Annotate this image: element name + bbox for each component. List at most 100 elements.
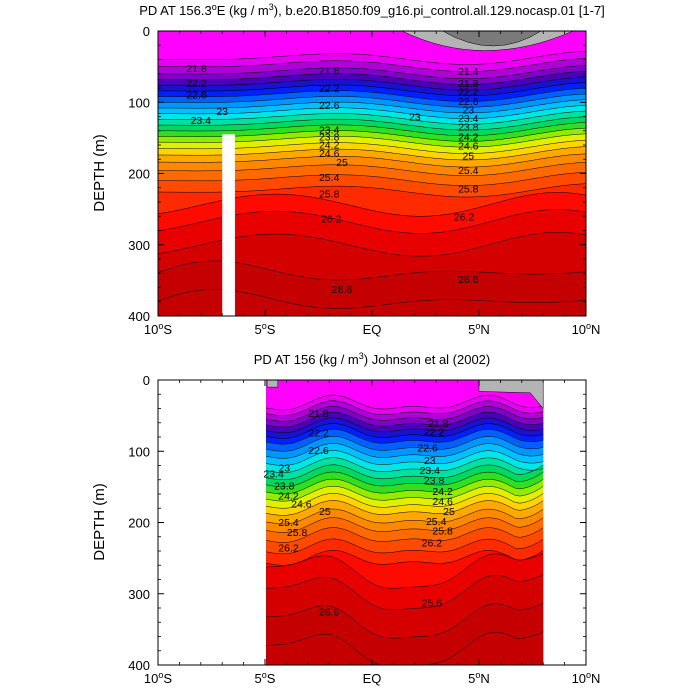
contour-label: 25 <box>319 506 331 518</box>
contour-line <box>158 82 586 97</box>
y-tick-label: 0 <box>143 24 150 39</box>
x-tick-label: 5oN <box>468 321 490 337</box>
contour-label: 22.6 <box>417 443 438 455</box>
panel-1-contour-labels: 21.8 21.8 21.422.2 22.2 21.822.622.622.223 23… <box>186 63 478 296</box>
contour-label: 23 <box>278 463 290 475</box>
contour-label: 23.4 <box>191 115 212 127</box>
contour-label: 22.2 <box>319 83 340 95</box>
contour-line <box>266 574 544 610</box>
x-tick-label: 5oS <box>255 670 276 686</box>
contour-line <box>266 508 544 525</box>
contour-line <box>266 450 544 466</box>
x-tick-label: EQ <box>363 671 382 686</box>
panel-2-title: PD AT 156 (kg / m3) Johnson et al (2002) <box>254 351 491 367</box>
contour-line <box>266 443 544 459</box>
y-tick-label: 200 <box>128 516 150 531</box>
y-tick-label: 400 <box>128 658 150 673</box>
contour-label: 21.4 <box>458 66 479 78</box>
contour-label: 23 <box>409 112 421 124</box>
panel-2-ylabel: DEPTH (m) <box>91 483 108 561</box>
low-density-core <box>442 31 542 47</box>
contour-label: 22.6 <box>319 100 340 112</box>
contour-label: 22.6 <box>458 96 479 108</box>
contour-label: 22.2 <box>424 426 445 438</box>
contour-label: 22.2 <box>186 77 207 89</box>
contour-line <box>266 553 544 589</box>
contour-label: 23.4 <box>458 113 479 125</box>
contour-label: 22.6 <box>186 89 207 101</box>
contour-label: 24.2 <box>278 490 299 502</box>
contour-line <box>266 603 544 639</box>
contour-label: 26.2 <box>278 542 299 554</box>
contour-line <box>266 538 544 555</box>
contour-label: 23 <box>216 106 228 118</box>
x-tick-label: EQ <box>363 322 382 337</box>
contour-line <box>266 428 544 445</box>
x-tick-label: 10oS <box>144 670 172 686</box>
contour-line <box>158 50 586 65</box>
contour-line <box>158 110 586 125</box>
contour-label: 25.4 <box>458 165 479 177</box>
contour-label: 21.8 <box>458 78 479 90</box>
y-tick-label: 300 <box>128 238 150 253</box>
contour-label: 25 <box>462 151 474 163</box>
y-tick-label: 300 <box>128 587 150 602</box>
contour-label: 23.4 <box>319 124 340 136</box>
contour-label: 24.6 <box>432 496 453 508</box>
contour-line <box>266 471 544 488</box>
contour-label: 26.2 <box>454 211 475 223</box>
contour-label: 25.6 <box>422 597 443 609</box>
x-tick-label: 10oN <box>572 670 601 686</box>
panel-2-filled-contours <box>266 380 544 665</box>
contour-line <box>266 464 544 481</box>
contour-label: 25 <box>443 506 455 518</box>
contour-label: 26.2 <box>321 213 342 225</box>
contour-label: 23.8 <box>274 480 295 492</box>
contour-line <box>158 65 586 79</box>
contour-label: 25.4 <box>426 516 447 528</box>
contour-line <box>158 70 586 85</box>
panel-2-axes: 10oS 5oS EQ 5oN 10oN 0 100 200 300 400 <box>128 373 600 686</box>
y-tick-label: 200 <box>128 167 150 182</box>
contour-label: 26.6 <box>332 284 353 296</box>
x-tick-label: 5oS <box>255 321 276 337</box>
low-density-patch <box>266 380 279 388</box>
contour-line <box>266 406 544 422</box>
x-tick-label: 5oN <box>468 670 490 686</box>
low-density-region <box>478 380 544 410</box>
contour-label: 26.2 <box>422 538 443 550</box>
contour-label: 21.8 <box>308 408 329 420</box>
panel-1-ylabel: DEPTH (m) <box>91 134 108 212</box>
contour-line <box>266 417 544 434</box>
contour-label: 25.4 <box>319 172 340 184</box>
panel-1-title: PD AT 156.3oE (kg / m3), b.e20.B1850.f09… <box>139 2 605 18</box>
contour-line <box>158 99 586 114</box>
panel-1: PD AT 156.3oE (kg / m3), b.e20.B1850.f09… <box>91 2 605 337</box>
contour-line <box>158 76 586 91</box>
panel-2-overlays <box>266 380 544 410</box>
contour-label: 21.8 <box>319 65 340 77</box>
contour-line <box>266 423 544 439</box>
contour-label: 21.8 <box>186 63 207 75</box>
y-tick-label: 0 <box>143 373 150 388</box>
y-tick-label: 400 <box>128 309 150 324</box>
contour-line <box>158 93 586 108</box>
contour-line <box>158 87 586 102</box>
contour-label: 24.6 <box>319 148 340 160</box>
contour-label: 23.8 <box>458 122 479 134</box>
contour-line <box>266 478 544 495</box>
contour-line <box>266 436 544 452</box>
contour-line <box>158 122 586 136</box>
contour-line <box>158 58 586 72</box>
contour-label: 24.6 <box>458 141 479 153</box>
contour-line <box>158 116 586 131</box>
contour-label: 25.8 <box>319 188 340 200</box>
panel-1-axes: 10oS 5oS EQ 5oN 10oN 0 100 200 300 400 <box>128 24 600 337</box>
contour-label: 25.8 <box>287 527 308 539</box>
x-tick-label: 10oS <box>144 321 172 337</box>
contour-line <box>266 500 544 516</box>
panel-2: PD AT 156 (kg / m3) Johnson et al (2002)… <box>91 351 600 686</box>
contour-line <box>266 631 544 665</box>
contour-label: 23 <box>424 455 436 467</box>
